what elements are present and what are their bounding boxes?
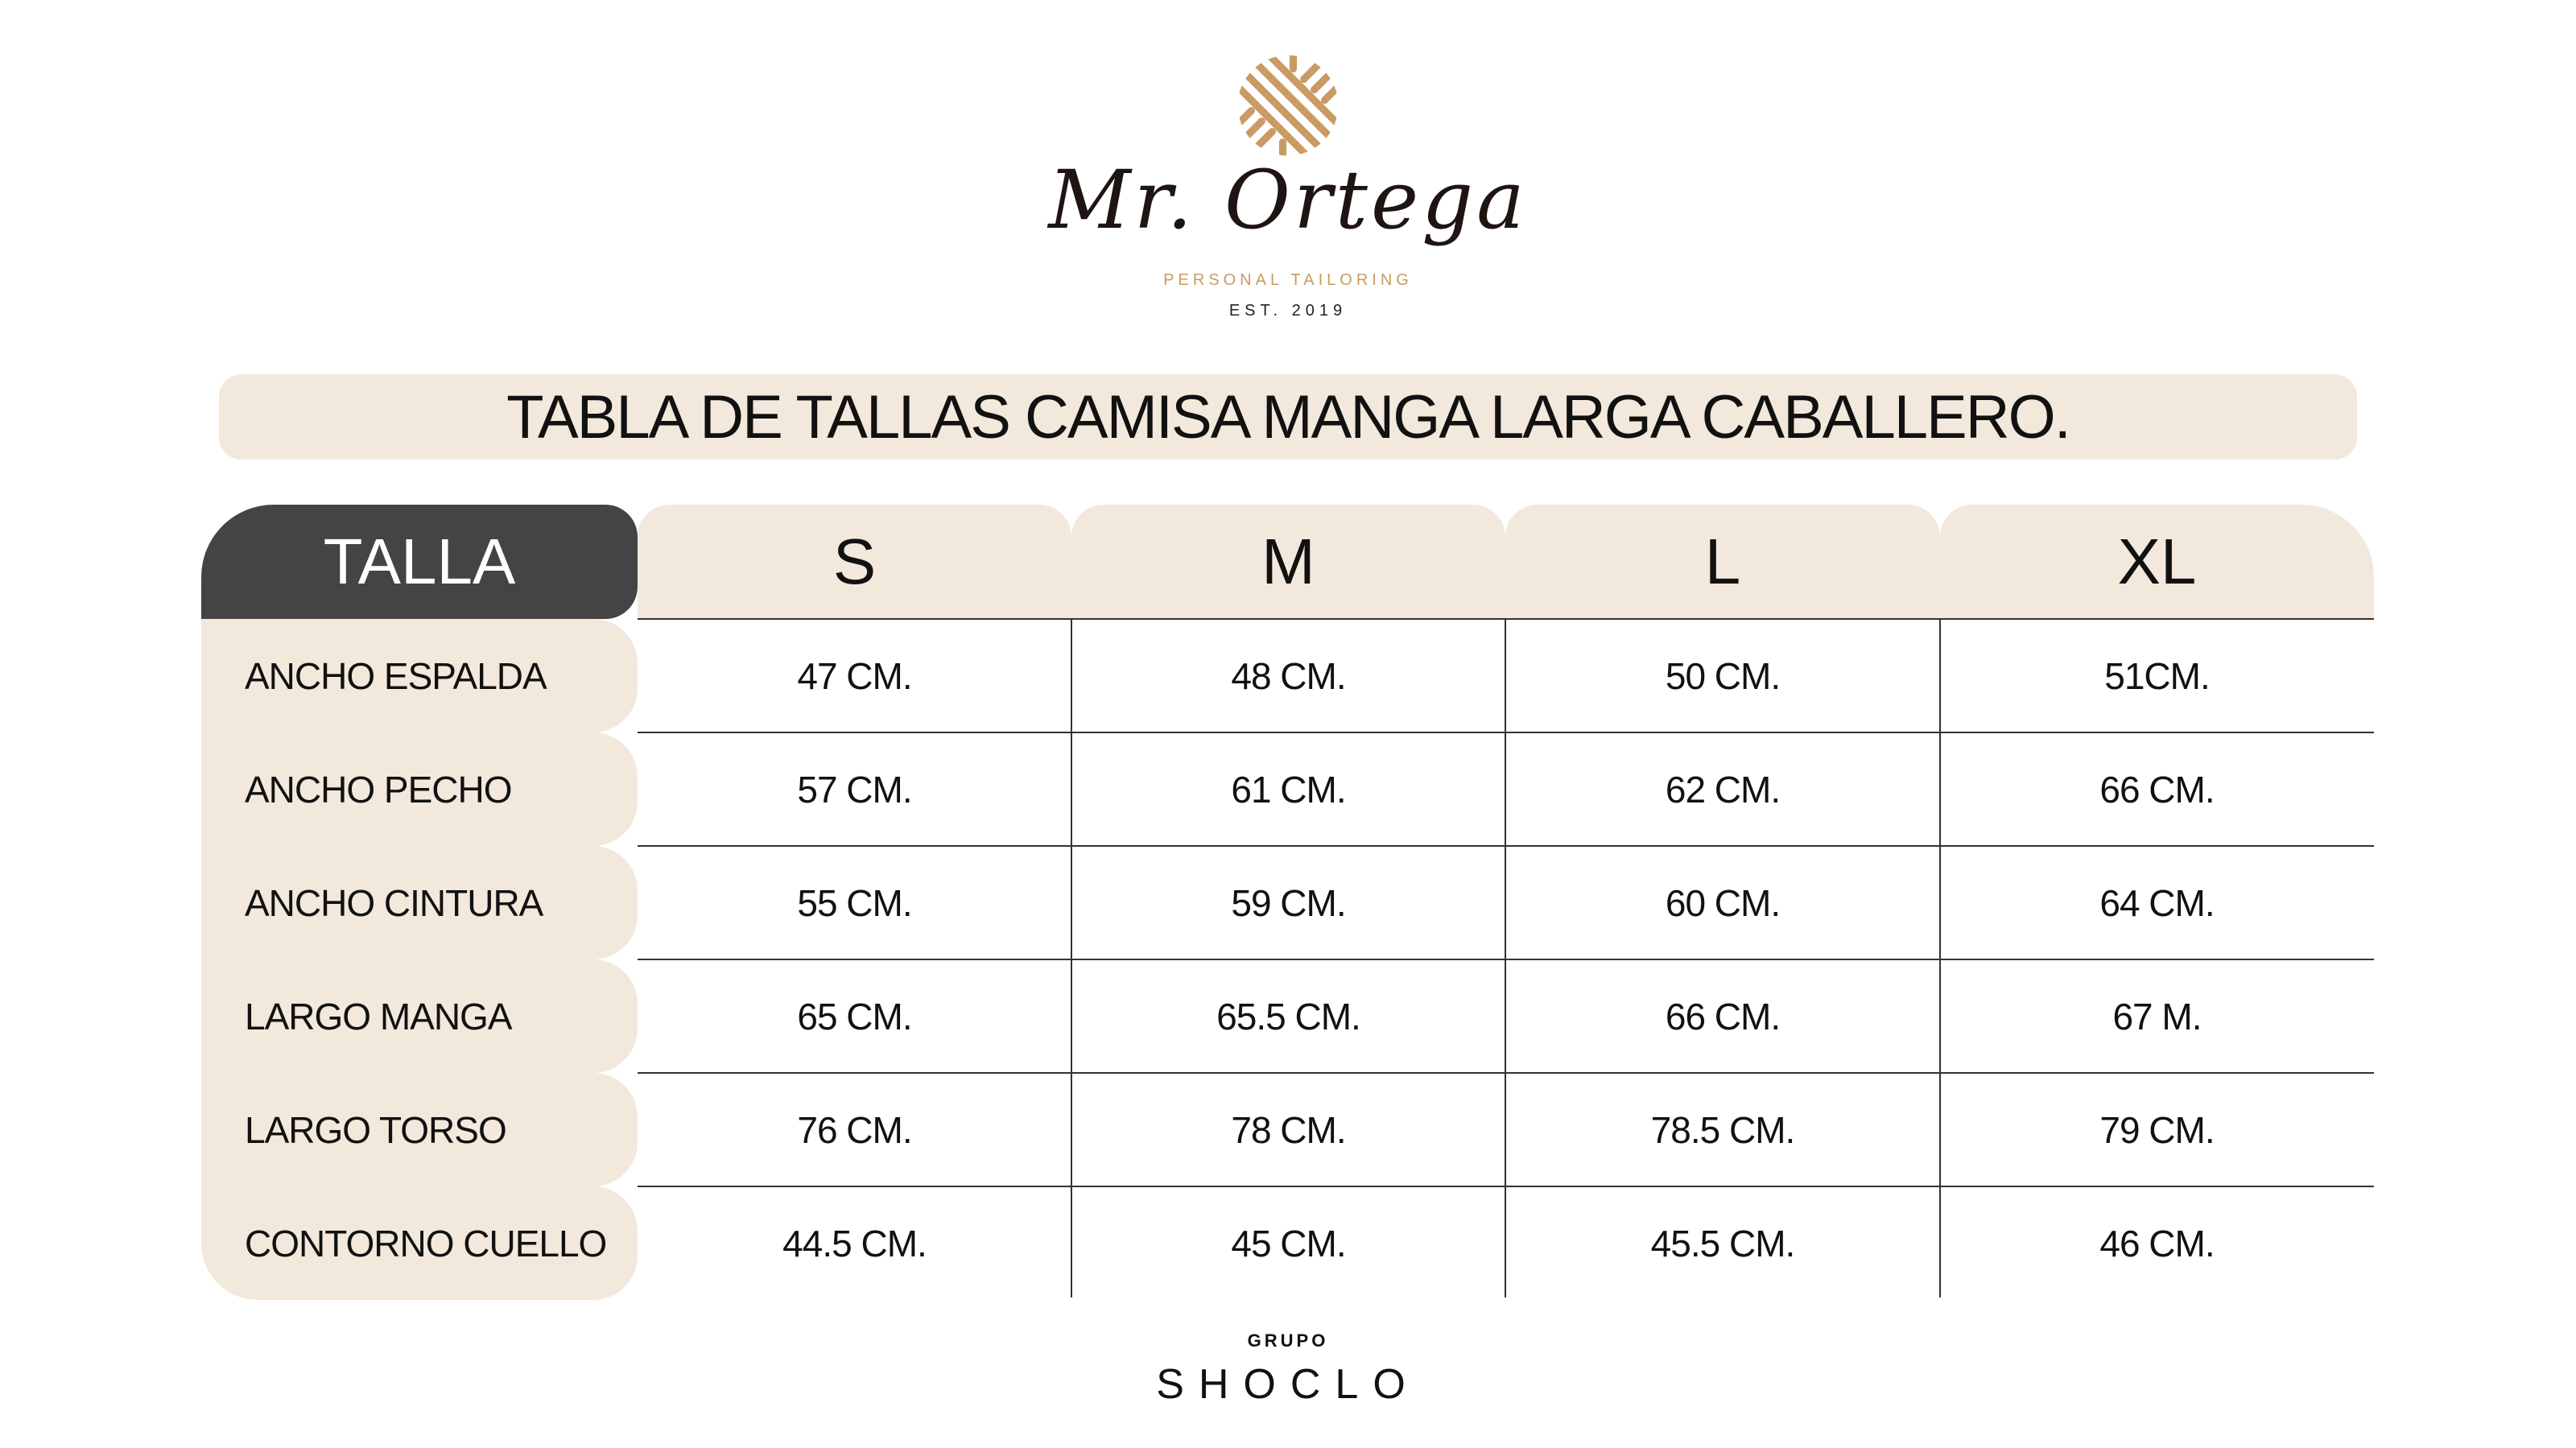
table-cell: 78.5 CM. (1650, 1108, 1796, 1151)
table-cell: 59 CM. (1231, 881, 1346, 924)
table-cell: 79 CM. (2099, 1108, 2215, 1151)
column-divider (1505, 619, 1506, 1297)
footer-group-label: GRUPO (1247, 1330, 1329, 1351)
page-title-bar: TABLA DE TALLAS CAMISA MANGA LARGA CABAL… (219, 374, 2357, 460)
yarn-ball-logo-icon (1237, 55, 1339, 156)
table-cell: 51CM. (2104, 654, 2210, 697)
table-cell: 78 CM. (1231, 1108, 1346, 1151)
table-cell: 44.5 CM. (782, 1222, 927, 1264)
row-label: ANCHO PECHO (201, 732, 638, 846)
column-divider (1071, 619, 1072, 1297)
row-label: LARGO MANGA (201, 959, 638, 1073)
table-cell: 57 CM. (797, 768, 912, 811)
table-cell: 45.5 CM. (1650, 1222, 1796, 1264)
header-size-xl: XL (1940, 505, 2374, 619)
table-cell: 46 CM. (2099, 1222, 2215, 1264)
table-cell: 66 CM. (1665, 995, 1781, 1038)
table-cell: 45 CM. (1231, 1222, 1346, 1264)
page-title: TABLA DE TALLAS CAMISA MANGA LARGA CABAL… (506, 382, 2071, 452)
table-cell: 65 CM. (797, 995, 912, 1038)
row-label: ANCHO CINTURA (201, 846, 638, 959)
table-cell: 47 CM. (797, 654, 912, 697)
table-cell: 76 CM. (797, 1108, 912, 1151)
header-size-m: M (1071, 505, 1505, 619)
row-label: LARGO TORSO (201, 1073, 638, 1186)
header-size-s: S (638, 505, 1071, 619)
table-cell: 61 CM. (1231, 768, 1346, 811)
table-cell: 55 CM. (797, 881, 912, 924)
table-cell: 64 CM. (2099, 881, 2215, 924)
brand-tagline: PERSONAL TAILORING (1163, 271, 1413, 289)
table-cell: 60 CM. (1665, 881, 1781, 924)
table-cell: 65.5 CM. (1216, 995, 1361, 1038)
table-cell: 67 M. (2112, 995, 2202, 1038)
header-size-l: L (1505, 505, 1940, 619)
table-cell: 66 CM. (2099, 768, 2215, 811)
column-divider (1939, 619, 1941, 1297)
table-cell: 48 CM. (1231, 654, 1346, 697)
row-label: CONTORNO CUELLO (201, 1186, 638, 1300)
brand-name-logo: Mr. Ortega (1048, 153, 1528, 247)
table-cell: 62 CM. (1665, 768, 1781, 811)
brand-established: EST. 2019 (1228, 302, 1348, 320)
header-talla: TALLA (201, 505, 638, 619)
table-cell: 50 CM. (1665, 654, 1781, 697)
row-label: ANCHO ESPALDA (201, 619, 638, 732)
footer-company-logo: SHOCLO (1156, 1361, 1420, 1408)
